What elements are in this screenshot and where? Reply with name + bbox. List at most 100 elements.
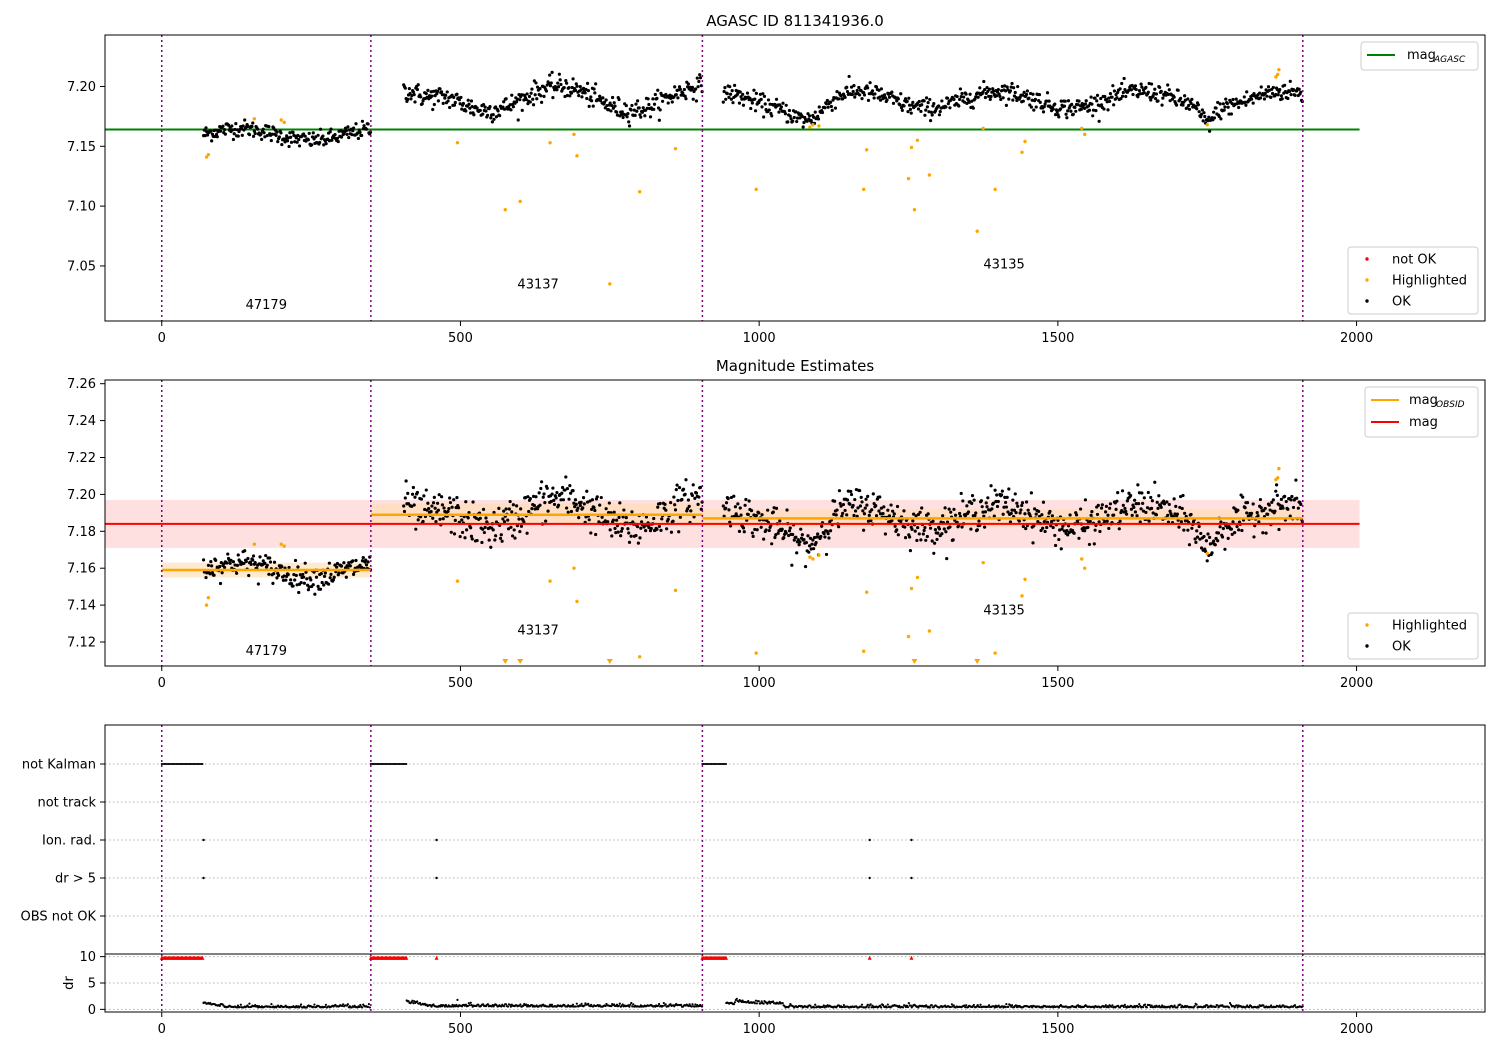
dr-point [737, 1000, 740, 1003]
ok-point [215, 135, 219, 139]
dr-point [413, 1000, 416, 1003]
ok-point [967, 100, 971, 104]
dr-point [359, 1003, 362, 1007]
ok-point [1135, 514, 1139, 518]
ok-point [837, 525, 841, 529]
ok-point [469, 534, 474, 538]
ok-point [1116, 491, 1120, 495]
dr-point [313, 1003, 316, 1006]
plot-frame [104, 379, 1486, 667]
ok-point [281, 578, 286, 582]
ok-point [635, 109, 639, 113]
ok-point [226, 552, 230, 556]
ok-point [862, 528, 866, 532]
dr-point [342, 1003, 345, 1006]
ok-point [1118, 519, 1122, 523]
x-tick-label: 500 [448, 676, 473, 691]
ok-point [1082, 526, 1086, 530]
ok-point [208, 572, 212, 576]
dr-point [1148, 1004, 1151, 1007]
flag-point [202, 838, 205, 842]
ok-point [641, 106, 645, 110]
ok-point [603, 519, 607, 523]
dr-point [621, 1003, 624, 1006]
ok-point [1106, 513, 1110, 517]
ok-point [983, 88, 987, 92]
ok-point [1290, 494, 1294, 499]
ok-point [1233, 507, 1238, 511]
ok-point [265, 133, 269, 138]
ok-point [1186, 528, 1190, 532]
dr-point [1111, 1004, 1114, 1007]
ok-point [552, 502, 557, 507]
dr-point [949, 1005, 953, 1009]
ok-point [506, 518, 510, 522]
ok-point [1226, 536, 1230, 540]
ok-point [1160, 103, 1164, 107]
highlighted-point [927, 173, 932, 177]
ok-point [1062, 529, 1067, 533]
ok-point [578, 84, 582, 89]
ok-point [492, 117, 496, 121]
ok-point [1014, 511, 1018, 515]
ok-point [760, 513, 764, 517]
dr-point [628, 1005, 631, 1008]
ok-point [1002, 505, 1006, 509]
dr-point [416, 1000, 419, 1003]
ok-point [768, 102, 772, 106]
dr-point [669, 1003, 672, 1006]
ok-point [408, 91, 412, 96]
x-tick-label: 1500 [1041, 1022, 1074, 1037]
ok-point [988, 97, 992, 101]
ok-point [663, 502, 667, 506]
ok-point [510, 510, 514, 514]
ok-point [1005, 495, 1009, 499]
ok-point [1037, 509, 1041, 514]
flag-point [725, 763, 728, 765]
ok-point [1009, 85, 1013, 89]
ok-point [504, 507, 508, 511]
ok-point [1013, 492, 1017, 496]
ok-point [794, 535, 798, 539]
ok-point [226, 123, 231, 127]
ok-point [733, 514, 737, 518]
ok-point [923, 113, 927, 117]
ok-point [885, 98, 889, 102]
ok-point [1176, 88, 1180, 92]
ok-point [258, 555, 262, 559]
ok-point [201, 558, 206, 562]
ok-point [858, 488, 862, 493]
ok-point [354, 122, 358, 126]
ok-point [1195, 529, 1199, 533]
ok-point [1291, 505, 1296, 510]
ok-point [930, 539, 934, 543]
ok-point [857, 85, 861, 90]
ok-point [871, 492, 875, 496]
ok-point [345, 132, 349, 136]
ok-point [585, 96, 589, 101]
ok-point [1045, 91, 1050, 95]
ok-point [1224, 97, 1228, 101]
ok-point [1006, 88, 1010, 92]
ok-point [448, 496, 452, 500]
ok-point [1078, 104, 1083, 108]
ok-point [483, 105, 487, 109]
ok-point [902, 104, 906, 108]
dr-clipped-marker [404, 955, 409, 960]
ok-point [878, 495, 882, 499]
dr-point [407, 1000, 410, 1003]
ok-point [1063, 99, 1067, 103]
highlighted-point [518, 199, 522, 204]
ok-point [847, 74, 851, 79]
ok-point [883, 532, 888, 536]
ok-point [296, 133, 300, 138]
dr-point [346, 1003, 350, 1006]
ok-point [1102, 107, 1106, 111]
ok-point [1181, 103, 1185, 107]
ok-point [658, 501, 662, 506]
ok-point [751, 534, 755, 538]
ok-point [638, 113, 642, 117]
ok-point [481, 527, 485, 531]
ok-point [910, 527, 914, 531]
highlighted-point [754, 187, 758, 192]
